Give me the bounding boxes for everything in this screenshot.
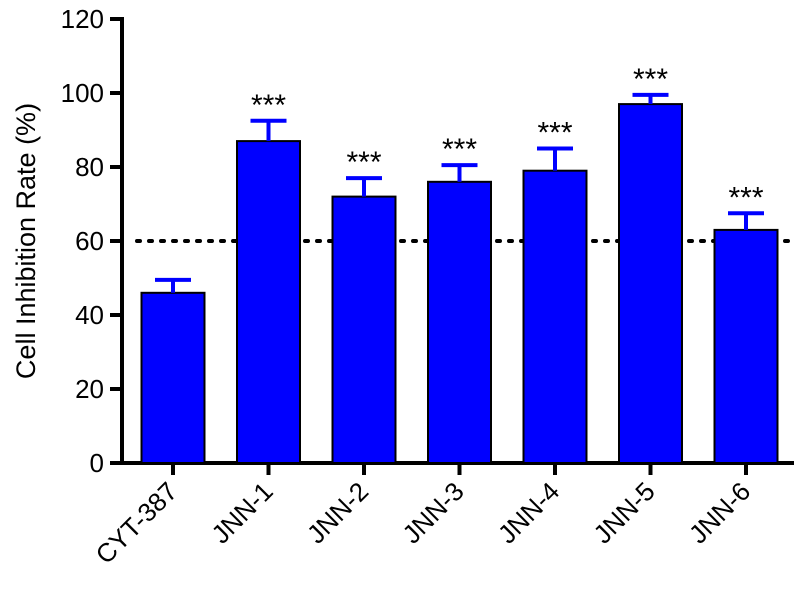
bar [522, 169, 588, 464]
error-bars [155, 92, 764, 293]
bar [331, 195, 397, 464]
bar [140, 291, 206, 464]
significance-label: *** [442, 133, 477, 166]
x-tick-label: JNN-2 [301, 476, 374, 549]
significance-label: *** [633, 63, 668, 96]
significance-label: *** [728, 181, 763, 214]
y-tick-label: 60 [75, 226, 104, 256]
y-axis-title: Cell Inhibition Rate (%) [11, 103, 41, 379]
bar [618, 103, 683, 464]
x-tick-label: CYT-387 [89, 476, 183, 570]
x-axis: CYT-387 JNN-1 JNN-2 JNN-3 JNN-4 JNN-5 JNN-6 [89, 461, 794, 570]
bar [236, 140, 301, 464]
y-tick-label: 0 [90, 448, 104, 478]
y-tick-label: 120 [61, 4, 104, 34]
x-tick-label: JNN-3 [396, 476, 469, 549]
bars [140, 103, 779, 465]
bar [713, 228, 779, 464]
significance-label: *** [537, 117, 572, 150]
bar [427, 180, 492, 465]
significance-label: *** [346, 146, 381, 179]
y-axis: 0 20 40 60 80 100 120 [61, 4, 124, 478]
significance-labels: *** *** *** *** *** *** [251, 63, 764, 214]
x-tick-label: JNN-1 [205, 476, 278, 549]
y-tick-label: 20 [75, 374, 104, 404]
y-tick-label: 40 [75, 300, 104, 330]
y-tick-label: 100 [61, 78, 104, 108]
significance-label: *** [251, 89, 286, 122]
y-tick-label: 80 [75, 152, 104, 182]
x-tick-label: JNN-5 [587, 476, 660, 549]
x-tick-label: JNN-4 [492, 476, 565, 549]
x-tick-label: JNN-6 [683, 476, 756, 549]
